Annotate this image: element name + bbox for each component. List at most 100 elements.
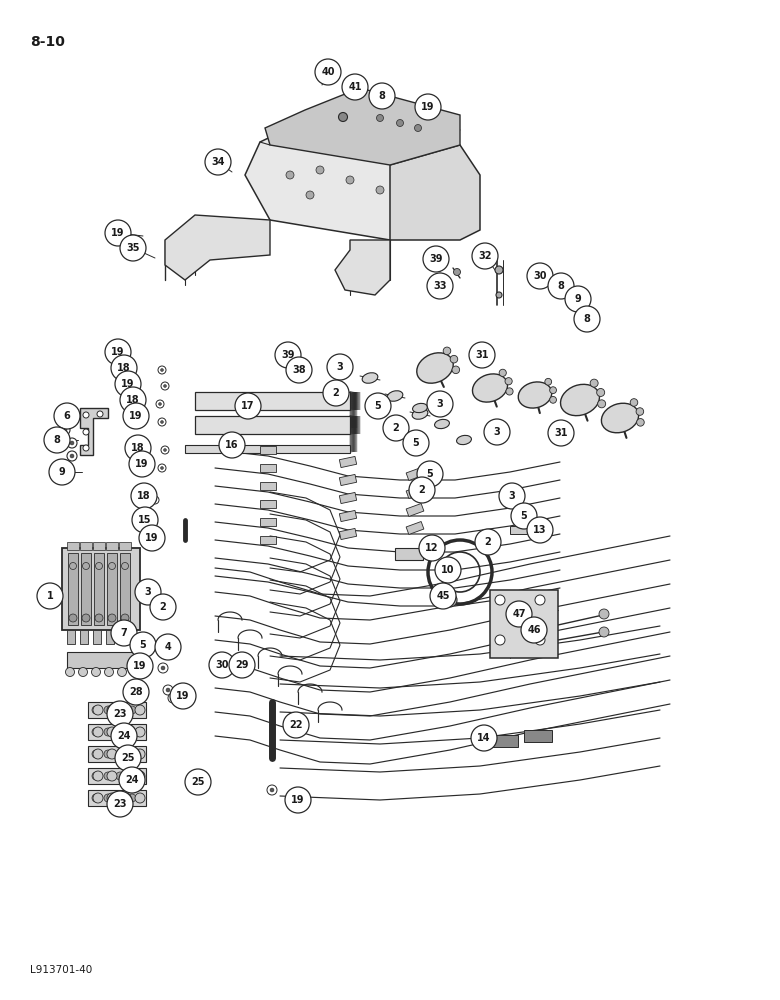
Circle shape — [430, 583, 456, 609]
Text: 6: 6 — [64, 411, 70, 421]
Circle shape — [131, 483, 157, 509]
Circle shape — [168, 693, 178, 703]
Polygon shape — [260, 464, 276, 472]
Circle shape — [499, 483, 525, 509]
Circle shape — [157, 538, 159, 542]
Bar — [106, 630, 114, 644]
Circle shape — [158, 366, 166, 374]
Text: 1: 1 — [47, 591, 53, 601]
Circle shape — [135, 793, 145, 803]
Circle shape — [121, 771, 131, 781]
Circle shape — [171, 696, 175, 700]
Circle shape — [79, 668, 87, 676]
Circle shape — [161, 382, 169, 390]
Ellipse shape — [601, 403, 639, 433]
Bar — [88, 790, 146, 806]
Circle shape — [450, 355, 458, 363]
Ellipse shape — [387, 391, 402, 401]
Circle shape — [469, 342, 495, 368]
Polygon shape — [339, 474, 356, 486]
Circle shape — [396, 119, 403, 126]
Ellipse shape — [518, 382, 551, 408]
Text: 17: 17 — [241, 401, 255, 411]
Circle shape — [535, 635, 545, 645]
Circle shape — [54, 403, 80, 429]
Bar — [88, 724, 146, 740]
Circle shape — [92, 750, 100, 758]
Text: 34: 34 — [211, 157, 225, 167]
Polygon shape — [390, 145, 480, 240]
Circle shape — [527, 517, 553, 543]
Circle shape — [453, 268, 460, 275]
Text: 25: 25 — [191, 777, 204, 787]
Circle shape — [82, 614, 90, 622]
Text: 8: 8 — [558, 281, 565, 291]
Bar — [94, 553, 104, 625]
Text: 5: 5 — [140, 640, 147, 650]
Text: 39: 39 — [429, 254, 443, 264]
Circle shape — [93, 705, 103, 715]
Circle shape — [572, 302, 579, 308]
Circle shape — [423, 246, 449, 272]
Circle shape — [115, 371, 141, 397]
Text: 47: 47 — [512, 609, 526, 619]
Circle shape — [286, 357, 312, 383]
Circle shape — [107, 705, 117, 715]
Circle shape — [630, 399, 638, 406]
Text: 18: 18 — [117, 363, 131, 373]
Polygon shape — [260, 446, 276, 454]
Polygon shape — [335, 240, 390, 295]
Circle shape — [306, 191, 314, 199]
Text: 16: 16 — [225, 440, 239, 450]
Circle shape — [121, 749, 131, 759]
Circle shape — [104, 728, 112, 736]
Text: 9: 9 — [58, 467, 66, 477]
Circle shape — [107, 791, 133, 817]
Bar — [67, 652, 135, 668]
Circle shape — [636, 408, 643, 415]
Circle shape — [158, 402, 161, 406]
Circle shape — [151, 496, 159, 504]
Circle shape — [419, 535, 445, 561]
Circle shape — [129, 451, 155, 477]
Circle shape — [377, 114, 384, 121]
Circle shape — [116, 706, 124, 714]
Polygon shape — [80, 408, 108, 455]
Text: 19: 19 — [421, 102, 434, 112]
Circle shape — [275, 342, 301, 368]
Circle shape — [83, 412, 89, 418]
Circle shape — [590, 379, 598, 387]
Circle shape — [154, 536, 162, 544]
Text: 23: 23 — [113, 799, 126, 809]
Polygon shape — [339, 456, 356, 468]
Circle shape — [67, 438, 77, 448]
Circle shape — [105, 339, 131, 365]
Circle shape — [521, 617, 547, 643]
Circle shape — [565, 286, 591, 312]
Circle shape — [164, 448, 166, 452]
Bar — [93, 542, 105, 550]
Circle shape — [551, 276, 559, 284]
Bar — [80, 630, 88, 644]
Text: 33: 33 — [433, 281, 447, 291]
Circle shape — [327, 354, 353, 380]
Text: 15: 15 — [138, 515, 152, 525]
Circle shape — [495, 595, 505, 605]
Circle shape — [128, 750, 136, 758]
Bar — [524, 730, 552, 742]
Circle shape — [346, 176, 354, 184]
Circle shape — [111, 723, 137, 749]
Circle shape — [125, 435, 151, 461]
Circle shape — [505, 378, 512, 385]
Bar — [490, 735, 518, 747]
Text: 19: 19 — [291, 795, 305, 805]
Polygon shape — [260, 518, 276, 526]
Circle shape — [83, 445, 89, 451]
Circle shape — [506, 601, 532, 627]
Bar — [490, 590, 558, 658]
Circle shape — [369, 83, 395, 109]
Circle shape — [415, 94, 441, 120]
Circle shape — [164, 384, 166, 387]
Circle shape — [205, 149, 231, 175]
Circle shape — [443, 593, 457, 607]
